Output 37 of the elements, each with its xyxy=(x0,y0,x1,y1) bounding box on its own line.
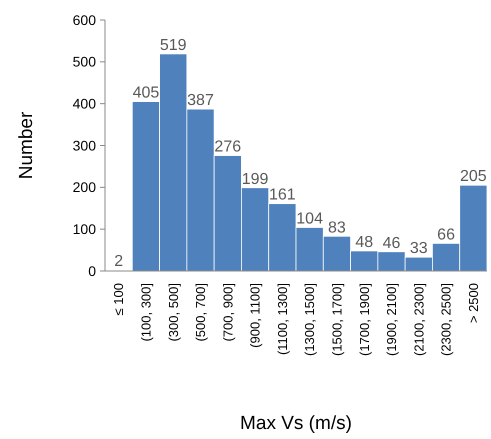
y-tick-label: 300 xyxy=(72,137,96,154)
data-label: 2 xyxy=(114,253,124,270)
y-tick-label: 0 xyxy=(88,262,96,279)
data-label: 66 xyxy=(437,226,456,244)
y-tick-label: 600 xyxy=(72,12,96,28)
x-tick-label: (2300, 2500] xyxy=(438,283,454,356)
data-label: 161 xyxy=(269,186,296,204)
data-label: 48 xyxy=(355,234,374,251)
data-label: 387 xyxy=(187,92,214,110)
x-tick-label: (1900, 2100] xyxy=(384,283,400,356)
x-tick-label: (500, 700] xyxy=(193,283,208,342)
x-tick-label: (300, 500] xyxy=(166,283,181,342)
y-tick-label: 400 xyxy=(72,96,96,112)
data-label: 405 xyxy=(132,84,160,102)
y-tick-label: 500 xyxy=(72,54,96,70)
x-axis-title: Max Vs (m/s) xyxy=(240,413,352,434)
data-label: 83 xyxy=(328,219,346,236)
y-tick-label: 200 xyxy=(72,179,96,196)
data-label: 33 xyxy=(410,240,428,258)
data-label: 199 xyxy=(242,170,269,188)
data-label: 276 xyxy=(214,138,242,156)
data-label: 104 xyxy=(296,210,324,228)
x-tick-label: (1500, 1700] xyxy=(329,283,344,356)
x-tick-label: (2100, 2300] xyxy=(411,283,426,356)
y-tick-label: 100 xyxy=(72,221,96,238)
data-label: 46 xyxy=(382,234,400,252)
x-tick-label: (1700, 1900] xyxy=(356,283,372,356)
x-tick-label: (1100, 1300] xyxy=(274,283,290,356)
x-tick-label: (700, 900] xyxy=(220,283,236,342)
x-tick-label: > 2500 xyxy=(466,283,481,324)
x-tick-label: (100, 300] xyxy=(138,283,154,342)
data-label: 519 xyxy=(160,36,187,54)
data-label: 205 xyxy=(460,168,487,186)
y-axis-title: Number xyxy=(16,111,37,180)
x-tick-label: (900, 1100] xyxy=(248,283,263,348)
x-tick-label: ≤ 100 xyxy=(111,283,126,316)
x-tick-label: (1300, 1500] xyxy=(302,283,318,356)
